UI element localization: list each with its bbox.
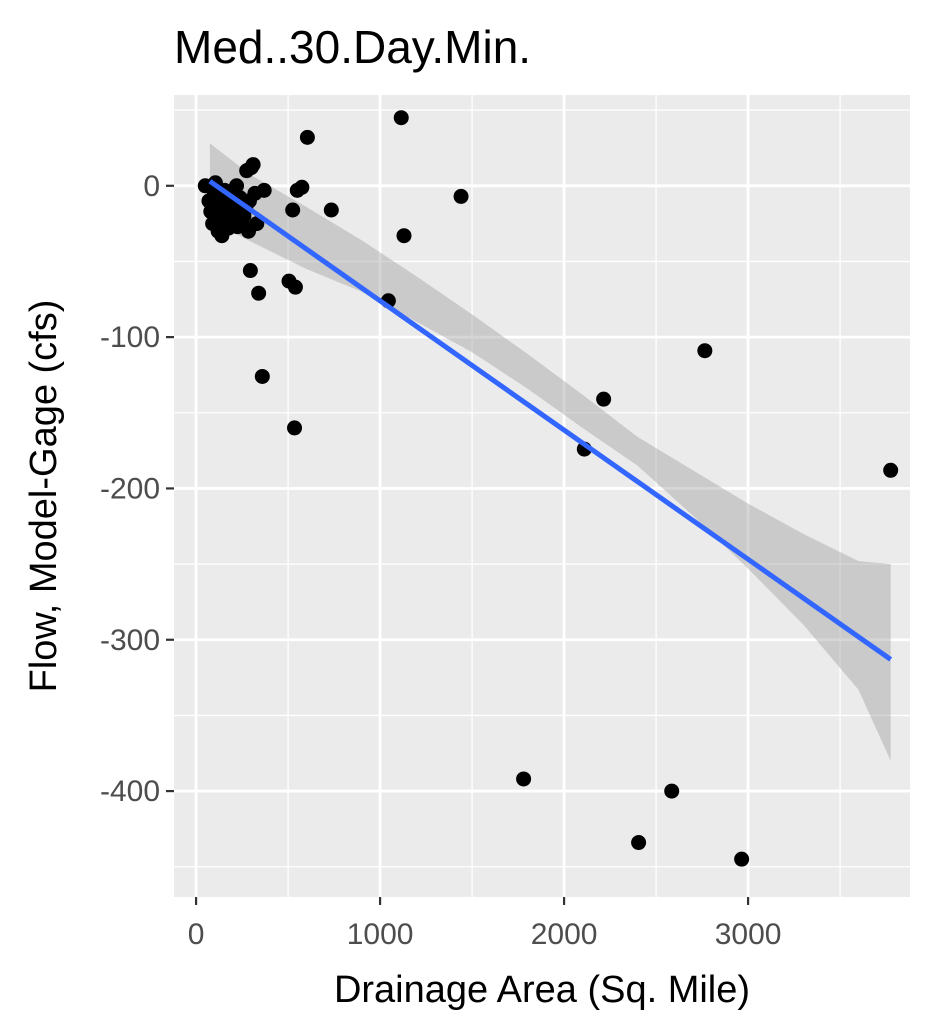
y-axis: 0 -100 -200 -300 -400 bbox=[100, 170, 174, 808]
point-58 bbox=[734, 851, 750, 867]
points-layer bbox=[197, 110, 899, 867]
point-46 bbox=[299, 129, 315, 145]
chart-title: Med..30.Day.Min. bbox=[174, 21, 531, 73]
point-55 bbox=[631, 835, 647, 851]
point-34 bbox=[245, 157, 261, 173]
point-47 bbox=[323, 202, 339, 218]
point-45 bbox=[294, 179, 310, 195]
y-tick-label-2: -200 bbox=[100, 472, 160, 505]
trend-line bbox=[208, 179, 893, 662]
plot-panel bbox=[174, 95, 910, 897]
point-50 bbox=[396, 228, 412, 244]
point-37 bbox=[251, 285, 267, 301]
point-56 bbox=[664, 783, 680, 799]
point-38 bbox=[254, 368, 270, 384]
point-41 bbox=[285, 202, 301, 218]
grid-major bbox=[174, 95, 910, 897]
point-49 bbox=[393, 110, 409, 126]
x-axis: 0 1000 2000 3000 bbox=[188, 897, 782, 951]
point-57 bbox=[697, 343, 713, 359]
y-tick-label-1: -100 bbox=[100, 321, 160, 354]
y-tick-label-0: 0 bbox=[143, 170, 160, 203]
point-43 bbox=[287, 279, 303, 295]
point-59 bbox=[883, 462, 899, 478]
x-axis-title: Drainage Area (Sq. Mile) bbox=[334, 969, 750, 1011]
point-52 bbox=[516, 771, 532, 787]
y-tick-label-3: -300 bbox=[100, 624, 160, 657]
x-tick-label-0: 0 bbox=[188, 918, 205, 951]
x-tick-label-1: 1000 bbox=[347, 918, 414, 951]
point-42 bbox=[287, 420, 303, 436]
point-39 bbox=[256, 182, 272, 198]
point-32 bbox=[242, 263, 258, 279]
point-54 bbox=[596, 391, 612, 407]
y-axis-title: Flow, Model-Gage (cfs) bbox=[23, 300, 65, 693]
y-tick-label-4: -400 bbox=[100, 775, 160, 808]
x-tick-label-3: 3000 bbox=[715, 918, 782, 951]
x-tick-label-2: 2000 bbox=[531, 918, 598, 951]
point-21 bbox=[229, 178, 245, 194]
point-51 bbox=[453, 188, 469, 204]
